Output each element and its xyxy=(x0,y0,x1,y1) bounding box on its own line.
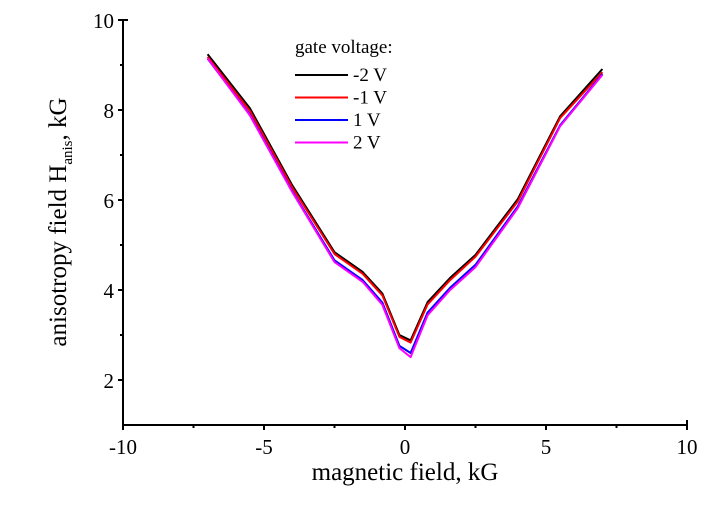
y-axis-title: anisotropy field Hanis, kG xyxy=(45,97,76,346)
y-tick-label: 6 xyxy=(104,189,115,213)
y-tick-label: 2 xyxy=(104,369,115,393)
y-tick-label: 10 xyxy=(93,9,114,33)
y-axis-title-main: anisotropy field H xyxy=(45,165,72,347)
y-axis-title-subscript: anis xyxy=(60,140,76,164)
x-tick-label: 0 xyxy=(400,435,411,459)
legend: gate voltage: -2 V-1 V1 V2 V xyxy=(295,37,393,154)
legend-label: 1 V xyxy=(353,110,381,131)
x-tick-label: 10 xyxy=(677,435,698,459)
y-axis-ticks: 2 4 6 8 10 xyxy=(93,9,123,393)
x-axis-title: magnetic field, kG xyxy=(312,459,499,486)
series-line-2V xyxy=(206,57,604,359)
x-axis-ticks: -10 -5 0 5 10 xyxy=(109,425,698,459)
plot-area xyxy=(206,53,604,359)
y-axis-title-suffix: , kG xyxy=(45,97,72,140)
series-line-1V xyxy=(206,58,604,354)
series-line-neg2V xyxy=(206,53,604,342)
legend-label: 2 V xyxy=(353,133,381,154)
x-tick-label: 5 xyxy=(541,435,552,459)
y-tick-label: 8 xyxy=(104,99,115,123)
axes xyxy=(122,19,688,426)
legend-title: gate voltage: xyxy=(295,37,393,58)
legend-label: -1 V xyxy=(353,88,387,109)
x-tick-label: -10 xyxy=(109,435,137,459)
legend-label: -2 V xyxy=(353,65,387,86)
axis-lines xyxy=(122,20,687,426)
series-line-neg1V xyxy=(206,56,604,344)
x-tick-label: -5 xyxy=(255,435,273,459)
y-tick-label: 4 xyxy=(104,279,115,303)
